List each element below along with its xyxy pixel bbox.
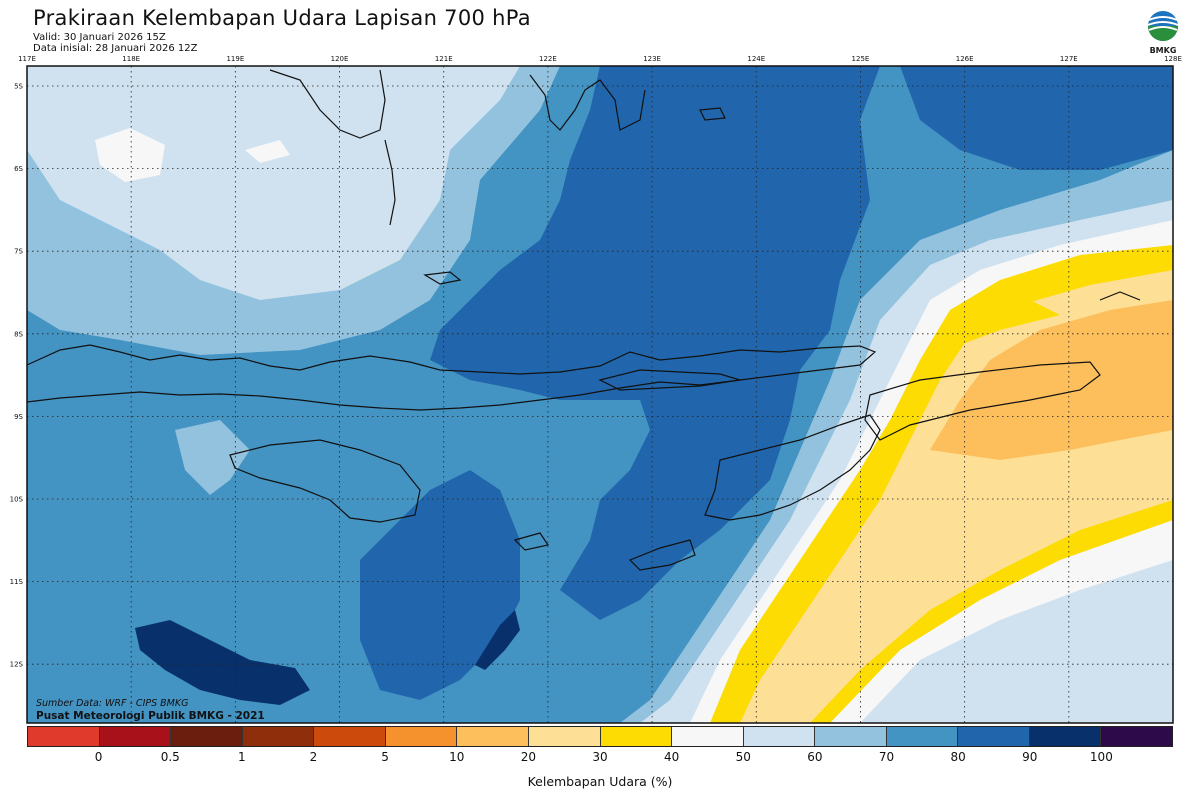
- coastline-selayar: [384, 139, 396, 226]
- color-bar-segment: [385, 727, 458, 746]
- color-bar-tick: 100: [1089, 750, 1113, 764]
- color-bar-tick: 90: [1022, 750, 1038, 764]
- color-bar-segment: [457, 727, 529, 746]
- color-bar-tick: 1: [238, 750, 246, 764]
- color-bar-segment: [314, 727, 386, 746]
- lat-label: 8S: [14, 330, 23, 338]
- lon-label: 126E: [956, 55, 974, 63]
- color-bar-segment: [242, 727, 315, 746]
- color-bar-tick: 0: [94, 750, 103, 764]
- coastline-small-2: [699, 107, 726, 121]
- lon-label: 122E: [539, 55, 557, 63]
- lon-label: 123E: [643, 55, 661, 63]
- color-bar-label: Kelembapan Udara (%): [527, 774, 673, 789]
- color-bar-segment: [672, 727, 744, 746]
- band-100-small: [475, 610, 520, 670]
- lon-label: 119E: [226, 55, 244, 63]
- coastline-small-1: [423, 271, 462, 285]
- color-bar-tick: 80: [950, 750, 966, 764]
- coastline-tanimbar: [1099, 291, 1141, 301]
- lat-labels: 5S 6S 7S 8S 9S 10S 11S 12S: [10, 83, 24, 669]
- color-bar-tick: 40: [663, 750, 680, 764]
- lat-label: 9S: [14, 413, 23, 421]
- color-bar-tick: 20: [520, 750, 537, 764]
- coastline-timor: [704, 414, 881, 521]
- coastline-sulawesi-se: [529, 74, 646, 131]
- coastline-sumba: [229, 439, 421, 523]
- color-bar-segment: [1029, 727, 1102, 746]
- color-bar-segment: [528, 727, 601, 746]
- color-bar-tick: 10: [449, 750, 465, 764]
- band-40-50-inner: [940, 300, 1060, 345]
- band-100-deep-south: [135, 620, 310, 705]
- band-60-70-northwest: [27, 66, 520, 300]
- bmkg-logo: BMKG: [1147, 11, 1179, 55]
- coastline-sulawesi: [269, 69, 386, 139]
- color-bar-tick: 30: [592, 750, 608, 764]
- lon-label: 121E: [435, 55, 453, 63]
- coastline-wetar: [864, 361, 1101, 441]
- lon-label: 117E: [18, 55, 36, 63]
- lat-label: 6S: [14, 165, 23, 173]
- color-bar-segment: [886, 727, 959, 746]
- map-title: Prakiraan Kelembapan Udara Lapisan 700 h…: [33, 6, 531, 30]
- band-90-100-southwest: [360, 470, 520, 700]
- valid-time: Valid: 30 Januari 2026 15Z: [33, 32, 166, 43]
- lat-label: 12S: [10, 661, 24, 669]
- humidity-field: [27, 66, 1173, 723]
- coastline-small-3: [513, 532, 549, 551]
- lat-label: 11S: [10, 578, 24, 586]
- initial-data-time: Data inisial: 28 Januari 2026 12Z: [33, 43, 198, 54]
- color-bar-segment: [600, 727, 673, 746]
- lon-label: 125E: [852, 55, 870, 63]
- color-bar-tick: 2: [309, 750, 318, 764]
- coastlines: [27, 69, 1141, 571]
- coastline-sumbawa-lombok: [27, 344, 877, 411]
- color-bar-segment: [1101, 727, 1172, 746]
- band-70-80-southwest-tongue: [175, 420, 250, 495]
- lon-labels: 117E 118E 119E 120E 121E 122E 123E 124E 125E 126E…: [18, 55, 1182, 63]
- color-bar-tick: 0.5: [160, 750, 180, 764]
- lon-label: 118E: [122, 55, 140, 63]
- band-50-60-northwest: [95, 128, 290, 182]
- coastline-rote: [628, 539, 696, 571]
- lon-label: 127E: [1060, 55, 1078, 63]
- color-bar-tick: 5: [381, 750, 389, 764]
- color-bar-tick: 50: [735, 750, 751, 764]
- lon-label: 124E: [747, 55, 765, 63]
- color-bar-tick: 60: [807, 750, 823, 764]
- logo-text: BMKG: [1150, 46, 1177, 55]
- center-credit: Pusat Meteorologi Publik BMKG - 2021: [36, 710, 265, 722]
- color-bar-segment: [958, 727, 1030, 746]
- lat-label: 5S: [14, 83, 23, 91]
- coastline-flores-north: [598, 369, 741, 391]
- color-bar-segment: [815, 727, 887, 746]
- band-20-30-east: [930, 300, 1173, 460]
- color-bar-segment: [743, 727, 816, 746]
- band-90-100-northeast: [900, 66, 1173, 170]
- gridlines: [27, 66, 1173, 723]
- color-bar-segment: [28, 727, 100, 746]
- color-bar-segment: [171, 727, 243, 746]
- lat-label: 7S: [14, 248, 23, 256]
- color-bar-segment: [99, 727, 172, 746]
- source-credit: Sumber Data: WRF - CIPS BMKG: [36, 698, 189, 709]
- band-90-100-central: [430, 66, 880, 620]
- lon-label: 128E: [1164, 55, 1182, 63]
- color-bar: [27, 726, 1173, 747]
- color-bar-tick: 70: [878, 750, 895, 764]
- plot-frame: [26, 65, 1174, 724]
- lon-label: 120E: [331, 55, 349, 63]
- lat-label: 10S: [10, 496, 24, 504]
